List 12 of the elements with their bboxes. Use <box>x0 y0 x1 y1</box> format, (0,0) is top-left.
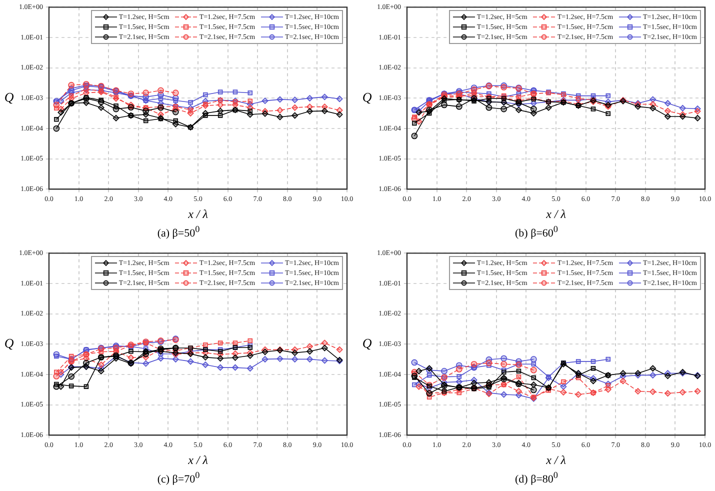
x-axis-title: x / λ <box>545 452 566 466</box>
y-axis-title: Q <box>4 335 14 350</box>
y-axis-title: Q <box>4 90 14 105</box>
y-axis-title: Q <box>362 90 372 105</box>
text: (c) β=70$^{0}$ <box>156 470 201 486</box>
x-axis-title: x / λ <box>545 206 566 221</box>
x-axis-title: x / λ <box>187 206 208 221</box>
text: (d) β=80$^{0}$ <box>514 470 559 486</box>
x-axis-title: x / λ <box>187 452 208 466</box>
y-axis-title: Q <box>362 335 372 350</box>
text: (a) β=50$^{0}$ <box>156 224 201 240</box>
text: (b) β=60$^{0}$ <box>514 224 559 240</box>
